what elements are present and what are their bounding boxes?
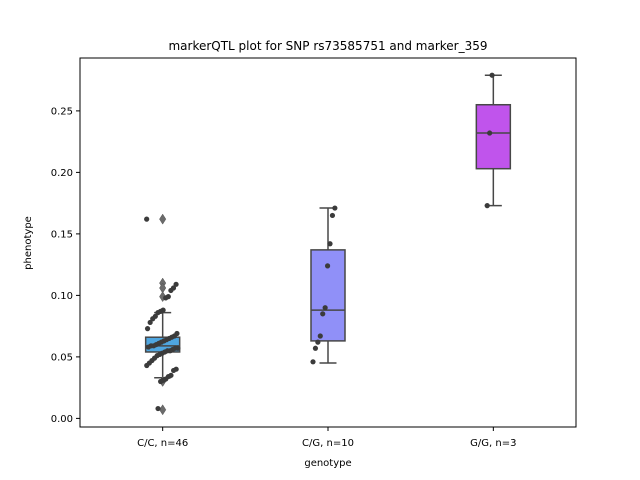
data-point [320,311,326,317]
data-point [173,281,179,287]
data-point [317,333,323,339]
outlier-marker [159,404,167,416]
data-point [329,212,336,219]
data-point [324,263,331,269]
data-point [150,316,156,322]
x-tick-label: C/G, n=10 [302,438,354,449]
x-tick-label: C/C, n=46 [137,438,188,449]
y-tick-label: 0.20 [51,168,73,179]
data-point [144,216,150,222]
data-point [315,339,321,345]
data-point [322,305,328,311]
data-point [489,72,495,78]
data-point [147,319,153,326]
data-point [144,362,150,369]
y-tick-label: 0.25 [51,106,73,117]
plot-content [144,72,512,416]
data-point [332,205,338,211]
box-group [144,213,181,416]
outlier-marker [159,213,167,225]
y-axis: 0.00 0.05 0.10 0.15 0.20 0.25 [51,106,80,425]
y-axis-label: phenotype [23,216,34,270]
data-point [155,405,161,412]
data-point [155,310,161,316]
data-point [144,326,151,332]
data-point [145,344,152,350]
data-point [168,287,174,294]
data-point [310,359,316,365]
y-tick-label: 0.15 [51,229,73,240]
data-point [170,367,177,374]
outlier-marker [159,291,167,303]
x-tick-label: G/G, n=3 [470,438,516,449]
x-axis-label: genotype [304,458,351,469]
y-tick-label: 0.10 [51,291,73,302]
x-axis: C/C, n=46 C/G, n=10 G/G, n=3 [137,427,516,449]
data-point [158,378,164,385]
chart-title: markerQTL plot for SNP rs73585751 and ma… [168,39,487,53]
y-tick-label: 0.05 [51,352,73,363]
data-point [487,130,493,136]
data-point [484,203,490,209]
y-tick-label: 0.00 [51,414,73,425]
data-point [327,241,333,247]
box-group [310,207,346,364]
data-point [163,295,169,301]
box-group [475,74,512,207]
data-point [312,345,319,351]
box-body [475,103,512,170]
